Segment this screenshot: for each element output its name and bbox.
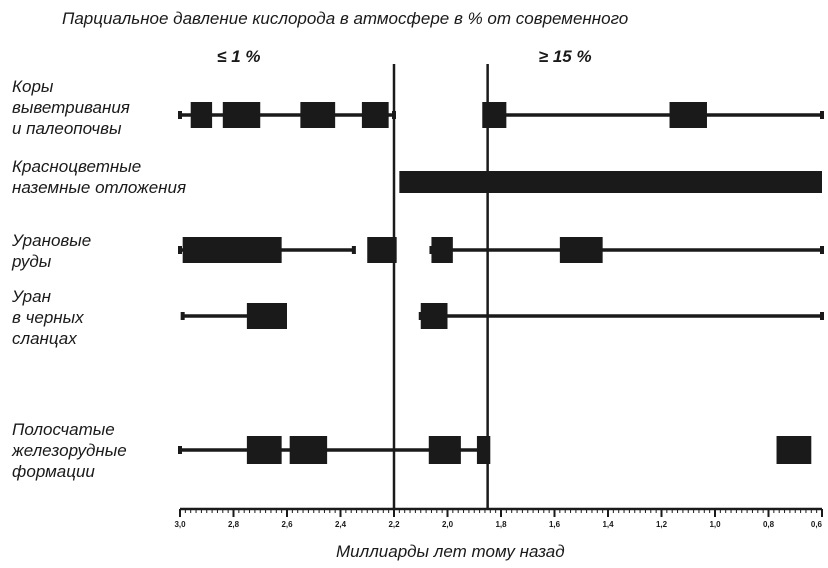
- regime-label: ≥ 15 %: [539, 47, 592, 66]
- x-axis: 3,0 2,8 2,6 2,4 2,2 2,0 1,8 1,6 1,4 1,2 1,0 0,8 0,6: [174, 507, 823, 529]
- x-tick-label: 2,6: [281, 520, 293, 529]
- occurrence-block: [246, 436, 282, 464]
- x-tick-label: 2,2: [388, 520, 400, 529]
- occurrence-block: [399, 171, 822, 193]
- row-label-line: сланцах: [12, 329, 77, 348]
- range-endcap: [820, 246, 824, 254]
- x-tick-label: 1,6: [549, 520, 561, 529]
- row-label-line: и палеопочвы: [12, 119, 122, 138]
- chart-title: Парциальное давление кислорода в атмосфе…: [62, 9, 628, 28]
- occurrence-block: [428, 436, 461, 464]
- x-tick-label: 3,0: [174, 520, 186, 529]
- x-tick-label: 2,4: [335, 520, 347, 529]
- chart-row: Коры выветривания и палеопочвы: [12, 77, 824, 138]
- regime-labels: ≤ 1 % ≥ 15 %: [217, 47, 591, 66]
- chart-row: Полосчатые железорудные формации: [11, 420, 812, 481]
- occurrence-block: [222, 102, 261, 128]
- occurrence-block: [431, 237, 453, 263]
- chart-row: Урановые руды: [11, 231, 824, 271]
- x-tick-label: 2,8: [228, 520, 240, 529]
- row-label-line: железорудные: [11, 441, 127, 460]
- occurrence-block: [289, 436, 328, 464]
- x-tick-label: 1,4: [602, 520, 614, 529]
- range-endcap: [820, 312, 824, 320]
- x-tick-label: 1,8: [495, 520, 507, 529]
- occurrence-block: [190, 102, 213, 128]
- occurrence-block: [367, 237, 397, 263]
- row-label-line: выветривания: [12, 98, 130, 117]
- row-label-line: Урановые: [11, 231, 91, 250]
- row-label-line: формации: [12, 462, 95, 481]
- row-label-line: Красноцветные: [12, 157, 141, 176]
- chart-row: Уран в черных сланцах: [11, 287, 824, 348]
- row-label-line: Коры: [12, 77, 54, 96]
- occurrence-block: [361, 102, 389, 128]
- regime-label: ≤ 1 %: [217, 47, 260, 66]
- range-endcap: [180, 312, 185, 320]
- x-axis-label: Миллиарды лет тому назад: [336, 542, 565, 561]
- occurrence-block: [559, 237, 603, 263]
- x-tick-label: 0,8: [763, 520, 775, 529]
- row-label-line: наземные отложения: [12, 178, 186, 197]
- x-tick-label: 2,0: [442, 520, 454, 529]
- range-endcap: [820, 111, 824, 119]
- occurrence-block: [246, 303, 287, 329]
- row-label-line: Полосчатые: [12, 420, 115, 439]
- range-endcap: [178, 246, 182, 254]
- occurrence-block: [669, 102, 707, 128]
- chart-rows: Коры выветривания и палеопочвы Красноцветны…: [11, 77, 824, 481]
- boundary-lines: [392, 64, 489, 509]
- occurrence-block: [420, 303, 448, 329]
- x-tick-label: 0,6: [811, 520, 823, 529]
- occurrence-block: [776, 436, 812, 464]
- range-endcap: [178, 111, 182, 119]
- range-endcap: [351, 246, 356, 254]
- occurrence-block: [182, 237, 282, 263]
- row-label-line: руды: [11, 252, 52, 271]
- x-tick-label: 1,0: [709, 520, 721, 529]
- row-label-line: Уран: [11, 287, 52, 306]
- row-label-line: в черных: [12, 308, 84, 327]
- occurrence-block: [300, 102, 336, 128]
- range-endcap: [178, 446, 182, 454]
- x-tick-label: 1,2: [656, 520, 668, 529]
- occurrence-block: [482, 102, 507, 128]
- chart-row: Красноцветные наземные отложения: [12, 157, 822, 197]
